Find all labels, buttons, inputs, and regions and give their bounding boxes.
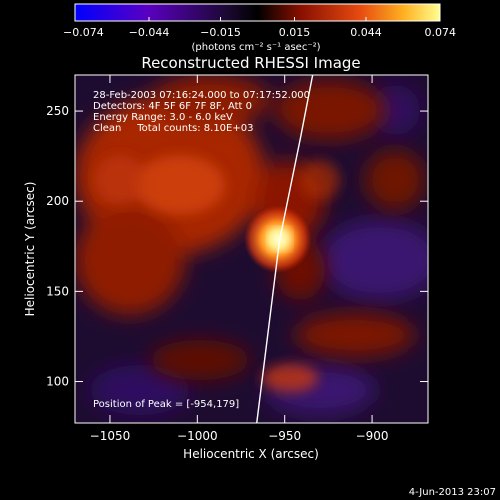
heatmap-bright-regions bbox=[95, 155, 340, 392]
y-tick-label: 250 bbox=[46, 104, 69, 118]
y-tick-label: 200 bbox=[46, 194, 69, 208]
annotation-peak-position: Position of Peak = [-954,179] bbox=[93, 399, 239, 410]
plot-frame bbox=[74, 74, 429, 424]
solar-limb-line bbox=[256, 75, 314, 423]
colorbar-gradient bbox=[75, 4, 440, 21]
annotation-clean: Clean Total counts: 8.10E+03 bbox=[93, 123, 253, 134]
annotation-detectors: Detectors: 4F 5F 6F 7F 8F, Att 0 bbox=[93, 101, 252, 112]
colorbar: −0.074 −0.044 −0.015 0.015 0.044 0.074 (photo… bbox=[63, 3, 456, 53]
x-tick-label: −950 bbox=[268, 429, 301, 443]
y-axis-label: Heliocentric Y (arcsec) bbox=[23, 182, 37, 317]
heatmap-image: 28-Feb-2003 07:16:24.000 to 07:17:52.000… bbox=[75, 75, 428, 423]
colorbar-tick-label: 0.044 bbox=[350, 26, 382, 39]
colorbar-tick-label: −0.044 bbox=[129, 26, 170, 39]
annotation-time: 28-Feb-2003 07:16:24.000 to 07:17:52.000 bbox=[93, 90, 310, 101]
x-tick-label: −1050 bbox=[90, 429, 131, 443]
colorbar-tick-label: 0.074 bbox=[425, 26, 457, 39]
colorbar-unit-label: (photons cm⁻² s⁻¹ asec⁻²) bbox=[191, 42, 320, 53]
heatmap-negative-regions bbox=[90, 85, 428, 415]
x-tick-label: −1000 bbox=[177, 429, 218, 443]
y-tick-label: 150 bbox=[46, 284, 69, 298]
axis-ticks: −1050 −1000 −950 −900 100 150 200 250 bbox=[46, 75, 428, 443]
footer-date: 4-Jun-2013 23:07 bbox=[409, 487, 496, 498]
x-axis-label: Heliocentric X (arcsec) bbox=[183, 447, 319, 461]
colorbar-frame bbox=[74, 3, 441, 22]
colorbar-tick-label: −0.074 bbox=[63, 26, 104, 39]
colorbar-tick-label: 0.015 bbox=[279, 26, 311, 39]
peak-source bbox=[243, 205, 312, 274]
colorbar-tick-label: −0.015 bbox=[200, 26, 241, 39]
x-tick-label: −900 bbox=[356, 429, 389, 443]
colorbar-ticks: −0.074 −0.044 −0.015 0.015 0.044 0.074 bbox=[63, 17, 456, 39]
chart-title: Reconstructed RHESSI Image bbox=[141, 54, 360, 72]
annotation-energy: Energy Range: 3.0 - 6.0 keV bbox=[93, 112, 233, 123]
y-tick-label: 100 bbox=[46, 375, 69, 389]
